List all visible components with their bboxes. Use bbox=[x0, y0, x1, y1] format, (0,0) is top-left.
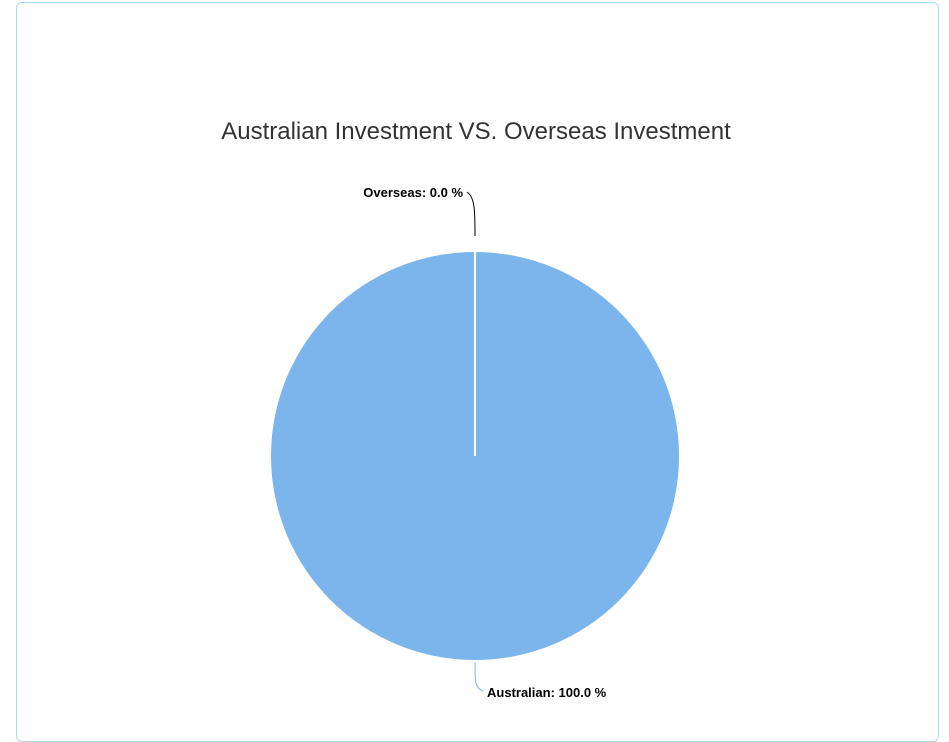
slice-label-australian: Australian: 100.0 % bbox=[487, 685, 607, 700]
slice-labels: Overseas: 0.0 % Australian: 100.0 % bbox=[363, 185, 606, 700]
chart-card: Australian Investment VS. Overseas Inves… bbox=[16, 2, 939, 742]
pie-slices bbox=[271, 252, 679, 660]
chart-title: Australian Investment VS. Overseas Inves… bbox=[221, 118, 731, 145]
slice-label-overseas: Overseas: 0.0 % bbox=[363, 185, 463, 200]
connector-australian bbox=[474, 661, 484, 692]
connector-overseas bbox=[466, 191, 476, 237]
pie-chart: Australian Investment VS. Overseas Inves… bbox=[221, 118, 731, 700]
